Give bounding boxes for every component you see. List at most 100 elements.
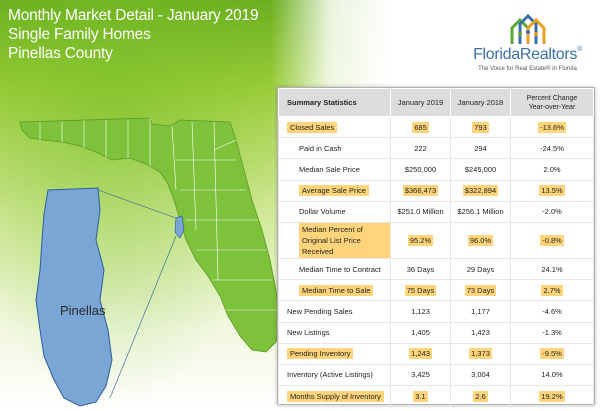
- row-percent-change-cell: -24.5%: [510, 137, 594, 160]
- stat-value: 222: [414, 143, 427, 153]
- logo-word-florida: Florida: [473, 46, 520, 63]
- header-percent-change-line2: Year-over-Year: [528, 103, 576, 111]
- percent-change-value: -4.6%: [542, 306, 562, 316]
- stat-value: $366,473: [402, 185, 439, 197]
- row-january-2019-cell: $366,473: [390, 179, 451, 202]
- table-row: Pending Inventory 1,243 1,373 -9.5%: [278, 342, 594, 365]
- percent-change-value: -2.0%: [542, 207, 562, 217]
- stat-value: $250,000: [404, 164, 437, 174]
- stat-value: $256.1 Million: [457, 207, 504, 217]
- county-label: Pinellas: [60, 303, 106, 318]
- percent-change-value: -13.6%: [538, 121, 566, 133]
- table-row: Median Time to Sale 75 Days 73 Days 2.7%: [278, 279, 594, 302]
- row-label-cell: Closed Sales: [278, 115, 391, 139]
- stat-value: 294: [474, 143, 487, 153]
- table-row: New Listings 1,405 1,423 -1.3%: [278, 321, 594, 344]
- stat-value: 96.0%: [467, 234, 494, 246]
- florida-realtors-logo: FloridaRealtors® The Voice for Real Esta…: [460, 10, 595, 82]
- table-row: Average Sale Price $366,473 $322,894 13.5%: [278, 179, 594, 202]
- row-label-cell: Median Sale Price: [278, 158, 391, 181]
- florida-state-shape: [19, 117, 280, 353]
- logo-wordmark: FloridaRealtors®: [460, 46, 595, 64]
- percent-change-value: 24.1%: [541, 264, 563, 274]
- stat-value: 36 Days: [406, 264, 435, 274]
- row-january-2019-cell: 3.1: [390, 385, 451, 408]
- percent-change-value: -24.5%: [540, 143, 564, 153]
- row-january-2019-cell: 1,123: [390, 300, 451, 323]
- stat-value: 3,004: [471, 370, 490, 380]
- stat-value: 95.2%: [407, 234, 434, 246]
- table-row: Inventory (Active Listings) 3,425 3,004 14.…: [278, 363, 594, 387]
- stat-value: 1,405: [411, 328, 430, 338]
- connector-line-top: [97, 189, 177, 219]
- percent-change-value: 13.5%: [539, 185, 565, 197]
- percent-change-value: 2.0%: [543, 164, 561, 174]
- row-label-cell: Paid in Cash: [278, 137, 391, 160]
- row-percent-change-cell: -4.6%: [510, 300, 594, 323]
- row-label: Closed Sales: [287, 121, 338, 133]
- pinellas-marker: [174, 215, 185, 239]
- table-header-row: Summary Statistics January 2019 January …: [278, 88, 594, 117]
- row-percent-change-cell: -0.8%: [510, 221, 594, 259]
- table-row: Paid in Cash 222 294 -24.5%: [278, 137, 594, 160]
- row-percent-change-cell: 2.7%: [510, 279, 594, 302]
- table-row: Median Sale Price $250,000 $245,000 2.0%: [278, 158, 594, 181]
- logo-tagline: The Voice for Real Estate® in Florida: [478, 66, 577, 72]
- percent-change-value: 19.2%: [539, 390, 565, 402]
- report-title: Monthly Market Detail - January 2019 Sin…: [8, 6, 259, 63]
- row-percent-change-cell: 14.0%: [510, 363, 594, 387]
- header-january-2019: January 2019: [390, 88, 451, 117]
- row-label-cell: Inventory (Active Listings): [278, 363, 391, 387]
- table-row: New Pending Sales 1,123 1,177 -4.6%: [278, 300, 594, 323]
- table-row: Median Time to Contract 36 Days 29 Days 24.…: [278, 257, 594, 281]
- title-line-3: Pinellas County: [8, 45, 113, 62]
- florida-map: Pinellas: [19, 117, 280, 407]
- table-row: Closed Sales 685 793 -13.6%: [278, 115, 594, 139]
- row-label: Median Time to Contract: [299, 264, 381, 274]
- table-row: Months Supply of Inventory 3.1 2.6 19.2%: [278, 385, 594, 408]
- row-january-2019-cell: 3,425: [390, 363, 451, 387]
- row-january-2018-cell: 793: [450, 115, 511, 139]
- row-january-2019-cell: 1,405: [390, 321, 451, 344]
- stat-value: 1,243: [409, 348, 432, 360]
- row-january-2018-cell: 2.6: [450, 385, 511, 408]
- row-label: Pending Inventory: [287, 348, 354, 360]
- stat-value: $245,000: [464, 164, 497, 174]
- row-january-2019-cell: 95.2%: [390, 221, 451, 259]
- row-label: Median Time to Sale: [299, 284, 374, 296]
- percent-change-value: 2.7%: [541, 284, 563, 296]
- pinellas-county-shape: [35, 187, 113, 407]
- row-percent-change-cell: -13.6%: [510, 115, 594, 139]
- row-label: Average Sale Price: [299, 185, 370, 197]
- logo-word-realtors: Realtors: [519, 46, 578, 63]
- row-label: Median Sale Price: [299, 164, 360, 174]
- title-line-2: Single Family Homes: [8, 26, 151, 43]
- row-label-cell: Dollar Volume: [278, 200, 391, 223]
- row-percent-change-cell: 2.0%: [510, 158, 594, 181]
- row-percent-change-cell: -2.0%: [510, 200, 594, 223]
- header-percent-change: Percent Change Year-over-Year: [510, 88, 594, 117]
- row-january-2019-cell: $251.0 Million: [390, 200, 451, 223]
- row-january-2019-cell: $250,000: [390, 158, 451, 181]
- row-label-cell: New Listings: [278, 321, 391, 344]
- logo-registered: ®: [577, 46, 582, 53]
- stats-table: Summary Statistics January 2019 January …: [278, 88, 594, 408]
- row-january-2018-cell: 1,177: [450, 300, 511, 323]
- row-label: New Pending Sales: [287, 306, 353, 316]
- stat-value: 1,123: [411, 306, 430, 316]
- row-january-2019-cell: 685: [390, 115, 451, 139]
- county-boundaries: [39, 118, 278, 311]
- table-row: Dollar Volume $251.0 Million $256.1 Millio…: [278, 200, 594, 223]
- stat-value: 2.6: [473, 390, 488, 402]
- row-january-2018-cell: 1,373: [450, 342, 511, 365]
- row-january-2018-cell: $256.1 Million: [450, 200, 511, 223]
- stat-value: 1,423: [471, 328, 490, 338]
- row-january-2018-cell: 96.0%: [450, 221, 511, 259]
- stat-value: 793: [472, 121, 489, 133]
- row-label-cell: Months Supply of Inventory: [278, 385, 391, 408]
- row-label: Paid in Cash: [299, 143, 342, 153]
- stat-value: 3.1: [413, 390, 428, 402]
- row-percent-change-cell: 19.2%: [510, 385, 594, 408]
- row-label-cell: New Pending Sales: [278, 300, 391, 323]
